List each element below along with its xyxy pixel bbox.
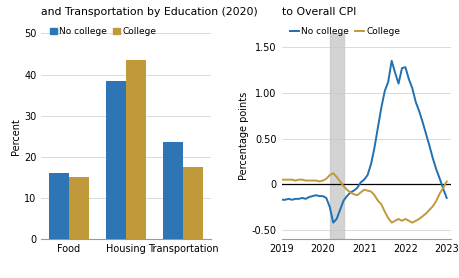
Bar <box>162 142 183 239</box>
Bar <box>49 173 69 239</box>
Text: to Overall CPI: to Overall CPI <box>281 7 355 17</box>
Bar <box>329 33 343 239</box>
Y-axis label: Percentage points: Percentage points <box>239 92 248 180</box>
Bar <box>126 60 146 239</box>
Y-axis label: Percent: Percent <box>11 118 21 155</box>
Text: and Transportation by Education (2020): and Transportation by Education (2020) <box>41 7 257 17</box>
Legend: No college, College: No college, College <box>46 23 160 40</box>
Bar <box>69 177 89 239</box>
Bar <box>183 167 202 239</box>
Bar <box>106 81 126 239</box>
Legend: No college, College: No college, College <box>285 23 403 40</box>
